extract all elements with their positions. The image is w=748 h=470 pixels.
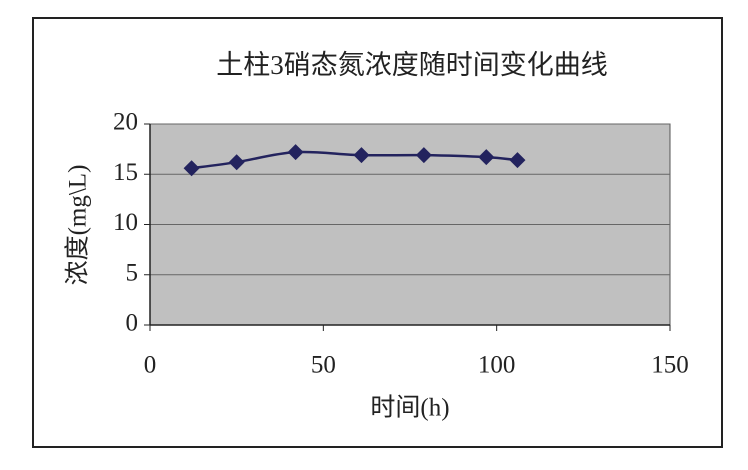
data-point	[415, 147, 432, 164]
x-tick-label: 0	[144, 352, 157, 379]
y-axis-label: 浓度(mg\L)	[64, 165, 92, 286]
y-tick-label: 10	[113, 209, 138, 236]
data-point	[509, 152, 526, 169]
y-tick-label: 5	[126, 259, 139, 286]
x-tick-label: 100	[478, 352, 516, 379]
chart-title: 土柱3硝态氮浓度随时间变化曲线	[216, 50, 608, 80]
y-tick-label: 0	[126, 310, 139, 337]
x-tick-label: 150	[651, 352, 689, 379]
data-point	[353, 147, 370, 164]
data-point	[478, 149, 495, 166]
x-axis-label: 时间(h)	[370, 394, 449, 422]
y-tick-label: 15	[113, 159, 138, 186]
data-point	[287, 144, 304, 161]
y-tick-label: 20	[113, 109, 138, 136]
data-point	[228, 154, 245, 171]
data-point	[183, 160, 200, 177]
x-tick-label: 50	[311, 352, 336, 379]
